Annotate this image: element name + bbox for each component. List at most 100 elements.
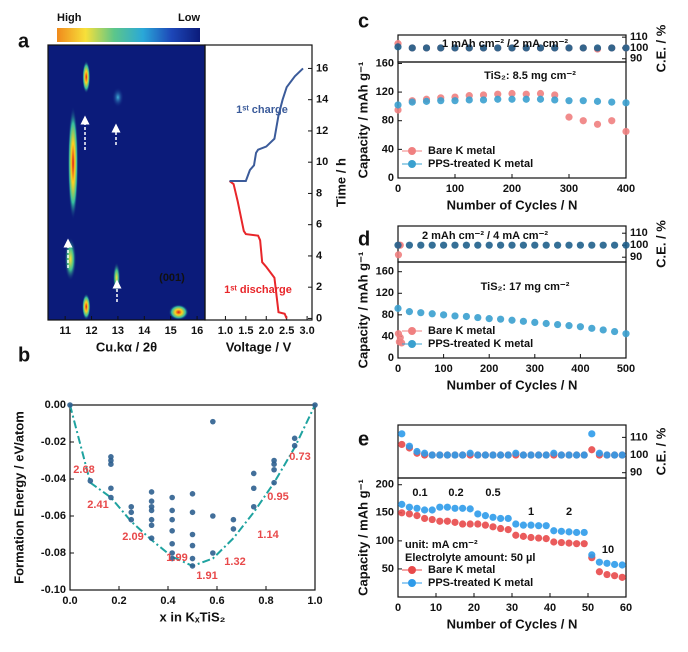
legend-marker [408,160,416,168]
data-point [405,503,413,511]
series-line [229,67,304,182]
x-axis-label: Number of Cycles / N [447,197,578,212]
data-point [451,241,459,249]
y-tick-label: 50 [382,563,394,575]
data-point [542,451,550,459]
data-point [436,503,444,511]
x-tick-label: 200 [503,183,521,195]
panel-label: b [18,344,30,366]
data-point [550,538,558,546]
y-tick-label: 100 [630,239,648,251]
data-point [579,44,587,52]
annotation: 1.99 [166,552,187,564]
y-tick-label: 100 [376,535,394,547]
data-point [148,535,155,541]
x-tick-label: 300 [526,363,544,375]
x-tick-label: 3.0 [299,325,314,337]
data-point [481,451,489,459]
y-axis-label: Capacity / mAh g⁻¹ [355,62,370,179]
x-tick-label: 12 [85,325,97,337]
annotation: 1ˢᵗ charge [236,104,288,116]
data-point [474,451,482,459]
data-point [87,478,94,484]
plot-frame [204,44,313,321]
y-tick-label: 100 [630,449,648,461]
data-point [312,402,318,408]
legend-marker [408,579,416,587]
data-point [148,489,155,495]
data-point [595,558,604,566]
data-point [519,521,528,529]
y-tick-label: 4 [316,250,323,262]
data-point [408,44,416,52]
data-point [608,117,616,125]
data-point [189,542,196,549]
data-point [489,523,497,531]
data-point [494,95,502,103]
data-point [451,44,459,52]
legend-marker [408,147,416,155]
data-point [250,503,257,510]
data-point [428,515,436,524]
data-point [618,573,626,581]
data-point [565,451,573,459]
data-point [271,466,277,473]
data-point [428,310,436,318]
data-point [508,95,516,103]
heatmap-spot [168,304,189,320]
y-tick-label: 80 [382,309,394,321]
y-tick-label: 80 [382,115,394,127]
y-tick-label: 12 [316,125,328,137]
data-point [169,528,175,534]
data-point [580,528,588,537]
data-point [522,90,530,98]
data-point [588,446,596,454]
data-point [462,241,470,249]
data-point [611,327,619,336]
heatmap-spot [64,237,77,281]
y-tick-label: 8 [316,187,322,199]
data-point [396,333,404,342]
data-point [474,520,482,528]
data-point [527,451,535,459]
x-tick-label: 1.0 [307,595,322,607]
data-point [405,308,413,316]
data-point [593,120,602,128]
y-axis-label: C.E. / % [653,220,668,268]
series-line [228,180,288,319]
data-point [474,241,482,249]
x-tick-label: 11 [59,325,71,337]
annotation: 1ˢᵗ discharge [224,284,292,296]
y-tick-label: 160 [376,266,394,278]
data-point [579,117,587,125]
data-point [148,522,155,529]
y-tick-label: 90 [630,53,642,65]
legend-label: Bare K metal [428,145,495,157]
y-tick-label: 2 [316,281,322,293]
y-tick-label: -0.02 [41,436,66,448]
y-tick-label: 40 [382,143,394,155]
x-tick-label: 14 [138,325,151,337]
data-point [554,241,562,249]
data-point [421,449,429,457]
data-point [459,504,467,512]
data-point [497,315,505,323]
data-point [593,44,602,52]
x-tick-label: 20 [468,602,480,614]
data-point [437,97,445,105]
data-point [593,97,602,105]
legend-label: PPS-treated K metal [428,338,533,350]
data-point [599,326,607,334]
panel-label: d [358,228,370,250]
data-point [573,528,581,537]
data-point [291,442,298,449]
y-tick-label: -0.10 [41,584,66,596]
x-tick-label: 16 [191,325,203,337]
x-axis-label: Cu.kα / 2θ [96,339,157,354]
legend-label: PPS-treated K metal [428,158,533,170]
data-point [565,113,573,121]
data-point [428,241,436,249]
y-tick-label: 110 [630,227,648,239]
x-tick-label: 60 [620,602,632,614]
x-tick-label: 0.8 [258,595,273,607]
